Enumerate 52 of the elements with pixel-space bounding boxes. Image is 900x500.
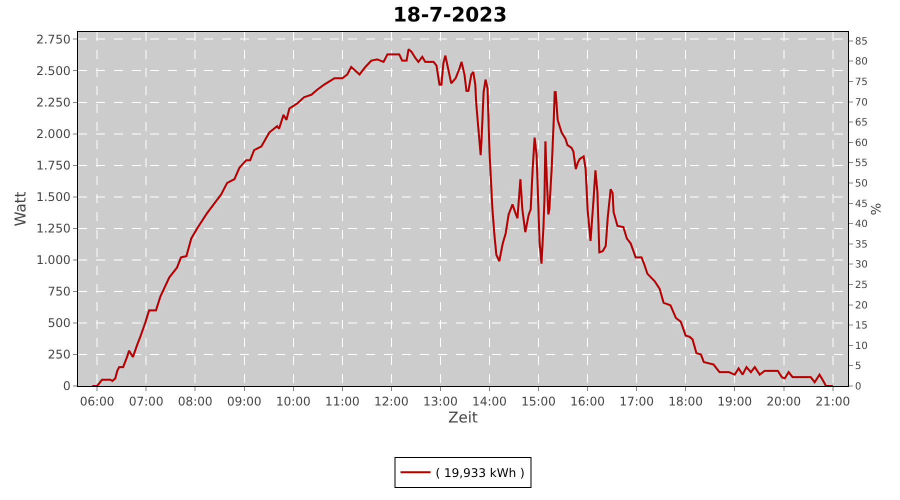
x-tick-label: 14:00 [472, 394, 507, 408]
y2-tick-label: 45 [855, 198, 868, 210]
y2-tick-label: 40 [855, 219, 868, 230]
x-tick-label: 07:00 [128, 394, 164, 408]
y-tick-label: 1.000 [36, 253, 71, 268]
y2-tick-label: 65 [855, 118, 868, 129]
y-tick-label: 750 [48, 284, 71, 299]
legend-label: ( 19,933 kWh ) [436, 466, 525, 480]
y2-tick-label: 80 [855, 56, 868, 68]
chart-title: 18-7-2023 [392, 2, 508, 26]
y-tick-label: 2.750 [36, 32, 71, 46]
y2-tick-label: 35 [855, 239, 868, 250]
y2-tick-label: 20 [855, 300, 868, 312]
y-tick-label: 1.250 [36, 222, 71, 236]
y-tick-label: 0 [62, 379, 71, 394]
y-tick-label: 2.500 [36, 64, 71, 78]
y2-tick-label: 10 [855, 340, 868, 352]
x-axis-title: Zeit [448, 408, 478, 426]
y-tick-label: 1.500 [36, 190, 71, 204]
x-tick-label: 06:00 [80, 394, 114, 408]
x-tick-label: 15:00 [521, 394, 556, 408]
y2-tick-label: 25 [855, 280, 868, 292]
y2-tick-label: 85 [855, 36, 868, 48]
y2-tick-label: 50 [855, 178, 868, 190]
x-tick-label: 19:00 [717, 394, 752, 408]
x-tick-label: 11:00 [325, 394, 360, 408]
y-tick-label: 2.250 [36, 95, 71, 110]
y2-tick-label: 75 [855, 77, 868, 88]
line-series [91, 48, 834, 386]
y-tick-label: 1.750 [36, 158, 71, 172]
x-tick-label: 20:00 [766, 394, 802, 408]
y2-tick-label: 70 [855, 97, 868, 108]
y2-tick-label: 0 [855, 382, 862, 392]
y-tick-label: 2.000 [36, 126, 71, 141]
y2-tick-label: 60 [855, 138, 868, 149]
x-tick-label: 08:00 [178, 394, 213, 408]
y2-tick-label: 30 [855, 260, 868, 271]
y2-tick-label: 55 [855, 158, 868, 170]
x-tick-label: 12:00 [374, 394, 409, 408]
x-tick-label: 17:00 [619, 394, 654, 408]
x-tick-label: 13:00 [423, 394, 458, 408]
x-tick-label: 18:00 [668, 394, 703, 408]
y2-tick-label: 15 [855, 320, 868, 332]
x-tick-label: 10:00 [276, 394, 311, 408]
x-tick-label: 09:00 [226, 394, 262, 408]
y-tick-label: 250 [48, 348, 71, 362]
y2-tick-label: 5 [855, 361, 862, 372]
x-tick-label: 16:00 [570, 394, 605, 408]
y2-axis-title: % [869, 202, 884, 216]
x-tick-label: 21:00 [816, 394, 850, 408]
y-axis-title: Watt [11, 191, 30, 226]
y-tick-label: 500 [48, 316, 71, 330]
